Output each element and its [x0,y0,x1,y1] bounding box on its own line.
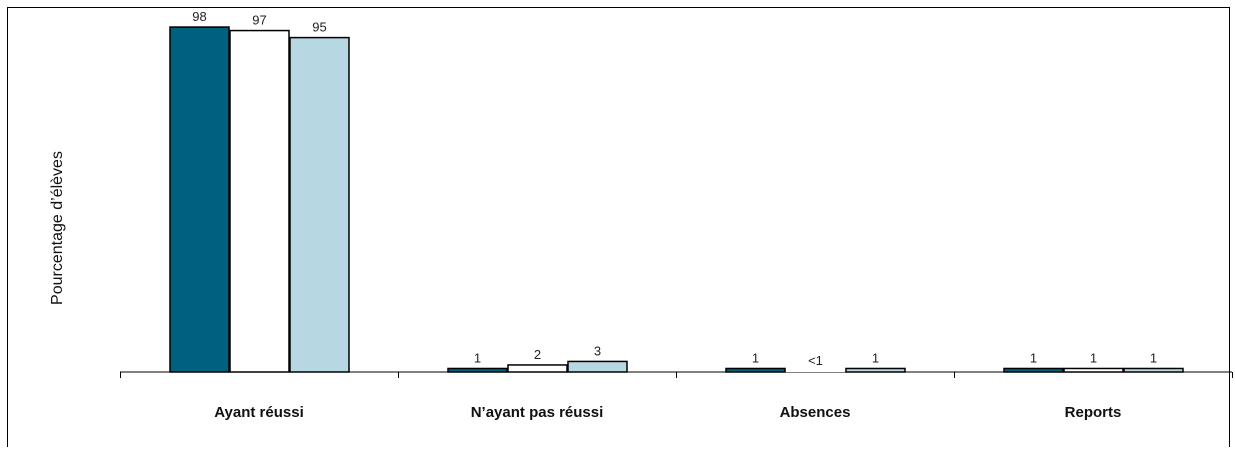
bar [169,26,230,373]
data-label: 97 [252,13,266,28]
category-label: N’ayant pas réussi [471,404,604,421]
bar [567,360,628,373]
bar [786,370,845,372]
data-label: 1 [752,350,759,365]
bar [1063,367,1124,373]
data-label: <1 [808,353,823,368]
y-axis-label: Pourcentage d’élèves [49,151,66,305]
data-label: 2 [534,347,541,362]
data-label: 3 [594,343,601,358]
bar [725,367,786,373]
category-labels: Ayant réussi N’ayant pas réussi Absences Re… [214,404,1121,421]
bar [1003,367,1064,373]
bar [1123,367,1184,373]
data-label: 95 [312,20,326,35]
data-label: 1 [1150,350,1157,365]
bar [447,367,508,373]
data-label: 1 [474,350,481,365]
bar [289,36,350,373]
category-label: Ayant réussi [214,404,303,421]
category-label: Absences [780,404,851,421]
data-label: 98 [192,9,206,24]
bars [169,26,1184,373]
bar [507,364,568,373]
category-label: Reports [1065,404,1122,421]
data-labels: 98 97 95 1 2 3 1 <1 1 1 1 1 [192,9,1157,368]
bar [229,29,290,373]
chart-frame [7,7,1230,447]
data-label: 1 [1090,350,1097,365]
x-axis [120,371,1233,378]
data-label: 1 [1030,350,1037,365]
bar [845,367,906,373]
data-label: 1 [872,350,879,365]
